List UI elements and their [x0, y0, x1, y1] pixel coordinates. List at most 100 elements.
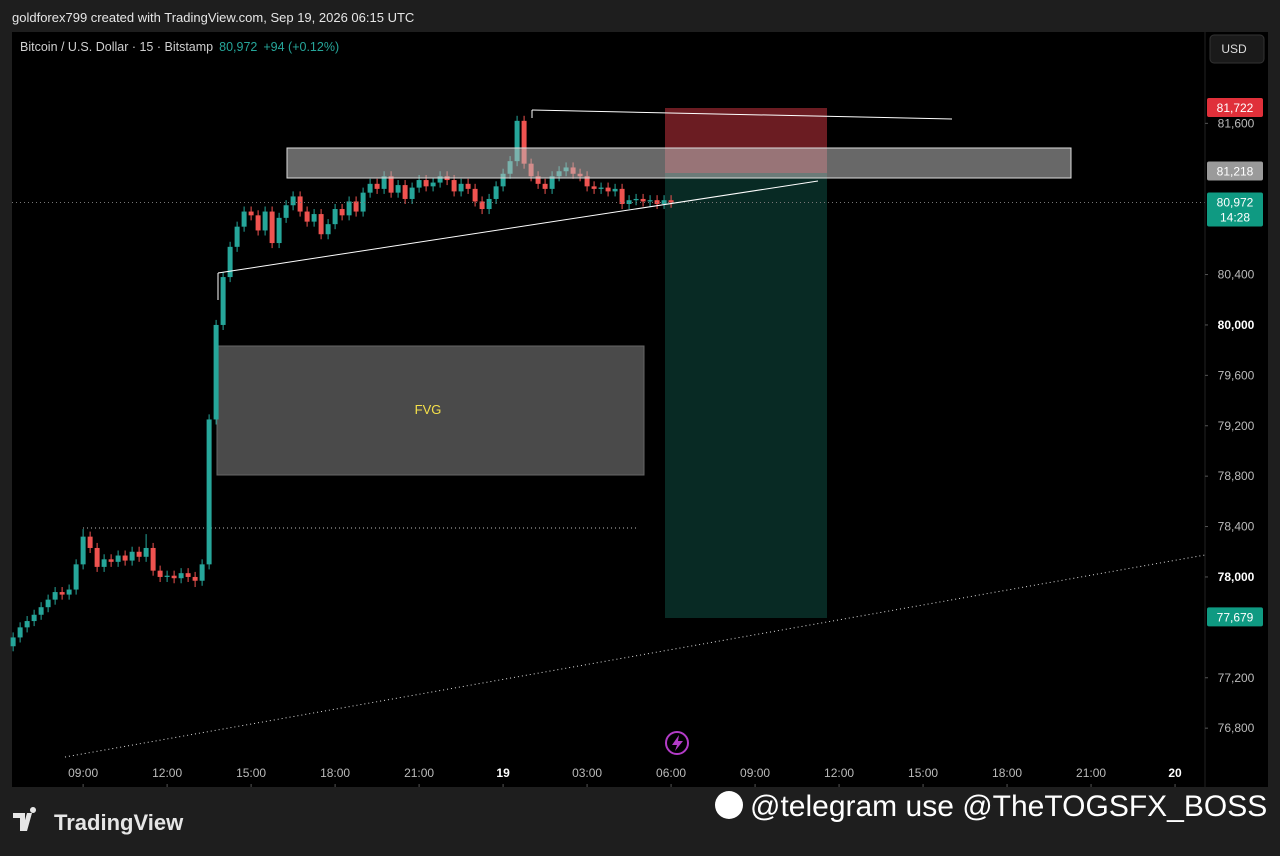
candle-body — [640, 198, 646, 202]
facebook-icon — [715, 791, 743, 819]
credit: goldforex799 created with TradingView.co… — [12, 10, 414, 25]
candle-body — [66, 589, 72, 595]
candle-body — [80, 536, 86, 565]
candle-body — [451, 180, 457, 192]
x-tick-label: 06:00 — [656, 766, 686, 780]
price-label-box — [1207, 607, 1263, 627]
candle-body — [626, 200, 632, 204]
candle-body — [465, 183, 471, 189]
candle-body — [542, 183, 548, 189]
candle-body — [213, 324, 219, 420]
candle-body — [395, 185, 401, 193]
candle-body — [255, 215, 261, 231]
candle-body — [535, 176, 541, 184]
candle-body — [115, 555, 121, 562]
candle-body — [10, 637, 16, 647]
y-tick-label: 76,800 — [1218, 721, 1255, 735]
x-tick-label: 15:00 — [236, 766, 266, 780]
y-tick-label: 78,800 — [1218, 469, 1255, 483]
candle-body — [178, 573, 184, 579]
candle-body — [108, 559, 114, 562]
currency-button[interactable] — [1209, 34, 1265, 64]
candle-body — [269, 211, 275, 244]
brand: TradingView — [13, 807, 184, 835]
candle-body — [423, 180, 429, 187]
candle-body — [206, 419, 212, 565]
price-label: 77,679 — [1217, 610, 1254, 624]
candle-body — [276, 217, 282, 244]
x-tick-label: 19 — [496, 766, 510, 780]
candle-body — [325, 224, 331, 235]
x-tick-label: 20 — [1168, 766, 1182, 780]
candle-body — [654, 200, 660, 204]
candle-body — [24, 621, 30, 628]
candle-body — [290, 196, 296, 206]
candle-body — [248, 211, 254, 216]
candle-body — [430, 182, 436, 187]
y-tick-label: 79,600 — [1218, 368, 1255, 382]
candle-body — [122, 555, 128, 561]
candle-body — [668, 200, 674, 203]
candle-body — [633, 198, 639, 201]
candle-body — [374, 183, 380, 189]
trend-line — [64, 554, 1206, 758]
candle-body — [318, 214, 324, 235]
x-tick-label: 21:00 — [404, 766, 434, 780]
candle-body — [339, 209, 345, 216]
last-price: 80,972 — [219, 40, 257, 54]
y-tick-label: 78,400 — [1218, 520, 1255, 534]
candle-body — [262, 211, 268, 231]
candle-body — [220, 277, 226, 325]
candle-body — [157, 570, 163, 577]
x-tick-label: 09:00 — [68, 766, 98, 780]
price-label-box — [1207, 161, 1263, 181]
candle-body — [486, 198, 492, 210]
x-tick-label: 18:00 — [992, 766, 1022, 780]
y-tick-label: 79,200 — [1218, 419, 1255, 433]
candle-body — [409, 187, 415, 199]
candle-body — [647, 200, 653, 202]
candle-body — [584, 176, 590, 187]
fvg-label: FVG — [415, 402, 442, 417]
fvg-zone — [216, 345, 645, 476]
currency: USD — [1221, 42, 1247, 56]
candle-body — [605, 187, 611, 192]
candle-body — [171, 575, 177, 579]
x-tick-label: 12:00 — [152, 766, 182, 780]
candle-body — [129, 551, 135, 561]
candle-body — [283, 205, 289, 218]
candle-body — [150, 547, 156, 571]
y-tick-label: 78,000 — [1218, 570, 1255, 584]
logo — [13, 807, 37, 831]
candle-body — [612, 188, 618, 192]
candle-body — [73, 564, 79, 590]
x-tick-label: 15:00 — [908, 766, 938, 780]
x-tick-label: 09:00 — [740, 766, 770, 780]
candle-body — [17, 627, 23, 638]
trend-line — [217, 180, 819, 274]
candle-body — [59, 592, 65, 595]
candle-body — [591, 186, 597, 189]
candle-body — [514, 120, 520, 162]
candle-body — [500, 173, 506, 187]
supply-zone — [286, 147, 1072, 179]
y-tick-label: 77,200 — [1218, 671, 1255, 685]
x-tick-label: 12:00 — [824, 766, 854, 780]
candle-body — [143, 547, 149, 557]
candle-body — [164, 575, 170, 577]
candle-body — [346, 201, 352, 216]
x-tick-label: 18:00 — [320, 766, 350, 780]
candle-body — [45, 599, 51, 608]
candle-body — [437, 176, 443, 183]
price-label-box — [1207, 97, 1263, 117]
candle-body — [549, 176, 555, 189]
brand-name: TradingView — [54, 810, 184, 835]
y-tick-label: 81,600 — [1218, 116, 1255, 130]
candle-body — [87, 536, 93, 548]
candle-body — [472, 188, 478, 202]
candle-body — [493, 186, 499, 199]
candle-body — [136, 551, 142, 557]
icon[interactable] — [665, 731, 689, 755]
